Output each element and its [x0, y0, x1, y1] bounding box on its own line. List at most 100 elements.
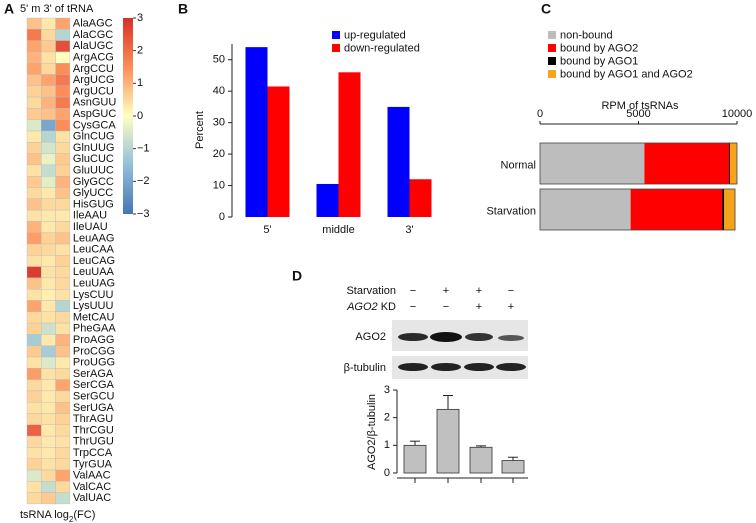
legend-swatch — [548, 70, 556, 78]
bar — [339, 72, 361, 217]
row-label: TrpCCA — [73, 447, 113, 459]
legend-swatch — [332, 31, 340, 39]
row-label: IleAAU — [73, 210, 107, 222]
heatmap-cell — [56, 447, 70, 458]
row-label: LeuUAG — [73, 277, 115, 289]
bar-segment — [730, 143, 737, 184]
heatmap-cell — [27, 414, 41, 425]
heatmap-cell — [41, 210, 55, 221]
heatmap-cell — [41, 18, 55, 29]
bar — [246, 47, 268, 217]
row-label: ValCAC — [73, 481, 111, 493]
heatmap-cell — [56, 75, 70, 86]
heatmap-cell — [27, 357, 41, 368]
colorbar-tick-label: 3 — [137, 12, 143, 24]
heatmap-cell — [27, 154, 41, 165]
heatmap-cell — [27, 447, 41, 458]
panel-label: B — [178, 1, 188, 17]
bar-segment — [644, 143, 729, 184]
heatmap-cell — [56, 233, 70, 244]
heatmap-cell — [41, 142, 55, 153]
heatmap-cell — [27, 41, 41, 52]
heatmap-cell — [41, 402, 55, 413]
heatmap-cell — [56, 380, 70, 391]
heatmap-cell — [56, 52, 70, 63]
heatmap-cell — [56, 188, 70, 199]
row-label: ThrAGU — [73, 413, 113, 425]
heatmap-cell — [27, 301, 41, 312]
heatmap-cell — [41, 154, 55, 165]
heatmap-cell — [56, 436, 70, 447]
heatmap-cell — [56, 221, 70, 232]
row-label: ArgCCU — [73, 63, 114, 75]
condition-sign: + — [476, 285, 482, 297]
xlabel-part: tsRNA log — [20, 509, 69, 521]
heatmap-cell — [56, 493, 70, 504]
y-axis-label: AGO2/β-tubulin — [366, 394, 378, 470]
bar — [268, 86, 290, 217]
heatmap-cell — [41, 493, 55, 504]
y-tick-label: 40 — [213, 85, 225, 97]
heatmap-cell — [27, 278, 41, 289]
heatmap-cell — [56, 29, 70, 40]
heatmap-cell — [56, 289, 70, 300]
heatmap-cell — [27, 63, 41, 74]
colorbar-tick-label: 0 — [137, 110, 143, 122]
row-label: AlaUGC — [73, 40, 113, 52]
heatmap-cell — [41, 481, 55, 492]
row-label: GlyUCC — [73, 187, 113, 199]
heatmap-cell — [41, 425, 55, 436]
heatmap-cell — [41, 334, 55, 345]
heatmap-cell — [56, 459, 70, 470]
y-tick-label: 50 — [213, 54, 225, 66]
bar — [410, 179, 432, 217]
row-label: AspGUC — [73, 108, 116, 120]
heatmap-cell — [27, 221, 41, 232]
heatmap-cell — [41, 346, 55, 357]
band — [498, 335, 524, 341]
heatmap-cell — [56, 131, 70, 142]
heatmap-cell — [41, 414, 55, 425]
blot-label: AGO2 — [355, 331, 386, 343]
row-label: SerGCU — [73, 390, 115, 402]
heatmap-cell — [41, 447, 55, 458]
heatmap-cell — [41, 188, 55, 199]
bar-segment — [722, 189, 724, 230]
heatmap-cell — [56, 165, 70, 176]
band — [430, 332, 462, 342]
row-label: LysUUU — [73, 300, 114, 312]
heatmap-cell — [41, 221, 55, 232]
heatmap-cell — [56, 18, 70, 29]
condition-label: AGO2 KD — [346, 301, 396, 313]
band — [431, 363, 461, 371]
heatmap-cell — [27, 188, 41, 199]
condition-sign: + — [443, 285, 449, 297]
heatmap-cell — [27, 425, 41, 436]
y-axis-label: Percent — [194, 111, 206, 149]
bar — [437, 409, 459, 473]
heatmap-cell — [56, 414, 70, 425]
xlabel-part: (FC) — [73, 509, 95, 521]
heatmap-cell — [27, 97, 41, 108]
heatmap-cell — [56, 255, 70, 266]
bar-segment — [724, 189, 735, 230]
heatmap-cell — [56, 86, 70, 97]
heatmap-cell — [56, 402, 70, 413]
x-tick-label: 3' — [405, 224, 413, 236]
heatmap-cell — [41, 436, 55, 447]
heatmap-cell — [27, 52, 41, 63]
row-label: IleUAU — [73, 221, 108, 233]
row-label: ValUAC — [73, 492, 111, 504]
bar — [317, 184, 339, 217]
row-label: ProUGG — [73, 357, 115, 369]
heatmap-cell — [41, 368, 55, 379]
heatmap-cell — [27, 436, 41, 447]
heatmap-cell — [41, 176, 55, 187]
heatmap-cell — [27, 391, 41, 402]
heatmap-cell — [27, 255, 41, 266]
heatmap-cell — [56, 176, 70, 187]
row-label: SerUGA — [73, 402, 115, 414]
y-tick-label: 0 — [219, 211, 225, 223]
heatmap-cell — [41, 63, 55, 74]
